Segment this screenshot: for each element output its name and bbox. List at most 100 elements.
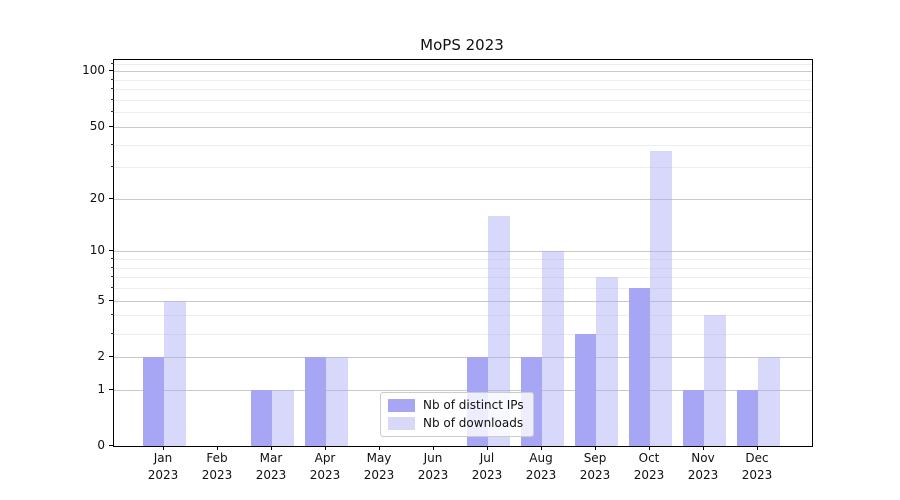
x-tick-month: May [366,451,392,465]
x-tick-label-may: May 2023 [349,450,409,484]
legend: Nb of distinct IPs Nb of downloads [380,392,534,437]
x-tick-year: 2023 [579,468,611,482]
minor-gridline [114,267,812,269]
x-tick-mark [541,446,542,450]
minor-gridline [114,333,812,335]
minor-gridline [114,63,812,65]
major-gridline [114,356,812,358]
y-tick-mark [109,197,114,199]
major-gridline [114,198,812,200]
minor-gridline [114,89,812,91]
y-minor-tick-mark [111,78,114,80]
x-tick-month: Mar [259,451,283,465]
bar-downloads-mar [272,389,294,446]
y-tick-label: 10 [89,243,105,258]
legend-swatch [388,399,415,412]
x-tick-mark [163,446,164,450]
y-minor-tick-mark [111,314,114,316]
x-tick-mark [433,446,434,450]
legend-item: Nb of downloads [388,416,524,431]
x-tick-month: Feb [206,451,228,465]
minor-gridline [114,79,812,81]
x-tick-month: Sep [583,451,607,465]
bar-ips-jan [142,356,164,446]
major-gridline [114,251,812,253]
minor-gridline [114,112,812,114]
major-gridline [114,71,812,73]
legend-swatch [388,417,415,430]
x-tick-month: Jul [479,451,495,465]
y-minor-tick-mark [111,99,114,100]
x-tick-month: Jun [423,451,443,465]
x-tick-label-jun: Jun 2023 [403,450,463,484]
x-tick-mark [703,446,704,450]
minor-gridline [114,288,812,290]
x-tick-month: Aug [529,451,553,465]
y-minor-tick-mark [111,143,114,145]
y-tick-label: 20 [89,190,105,205]
x-tick-month: Nov [691,451,715,465]
x-tick-month: Jan [153,451,173,465]
x-tick-year: 2023 [417,468,449,482]
major-gridline [114,126,812,128]
x-tick-year: 2023 [201,468,233,482]
bar-downloads-jan [164,300,186,446]
y-minor-tick-mark [111,266,114,268]
x-tick-label-feb: Feb 2023 [187,450,247,484]
x-tick-label-jul: Jul 2023 [457,450,517,484]
chart-title: MoPS 2023 [420,36,504,54]
bar-downloads-nov [704,315,726,446]
x-tick-mark [217,446,218,450]
x-tick-mark [757,446,758,450]
x-tick-mark [379,446,380,450]
x-tick-year: 2023 [741,468,773,482]
y-minor-tick-mark [111,111,114,113]
x-tick-year: 2023 [633,468,665,482]
x-tick-year: 2023 [309,468,341,482]
y-tick-mark [109,70,114,72]
x-tick-mark [271,446,272,450]
y-minor-tick-mark [111,332,114,334]
x-tick-label-oct: Oct 2023 [619,450,679,484]
bar-ips-oct [628,288,650,446]
x-tick-label-sep: Sep 2023 [565,450,625,484]
bar-ips-sep [574,333,596,446]
legend-label: Nb of distinct IPs [423,398,524,412]
major-gridline [114,300,812,302]
x-tick-year: 2023 [363,468,395,482]
minor-gridline [114,144,812,146]
y-tick-label: 0 [97,438,105,452]
y-minor-tick-mark [111,62,114,64]
plot-area: Nb of distinct IPs Nb of downloads [113,59,813,447]
x-tick-year: 2023 [471,468,503,482]
y-tick-mark [109,355,114,357]
minor-gridline [114,277,812,279]
y-tick-label: 1 [97,381,105,396]
x-tick-month: Oct [638,451,660,465]
x-tick-label-apr: Apr 2023 [295,450,355,484]
bar-downloads-oct [650,150,672,446]
x-tick-month: Dec [745,451,769,465]
y-tick-label: 2 [97,348,105,363]
minor-gridline [114,100,812,101]
bar-downloads-apr [326,356,348,446]
legend-label: Nb of downloads [423,416,524,430]
bar-ips-apr [304,356,326,446]
x-tick-year: 2023 [525,468,557,482]
minor-gridline [114,315,812,317]
y-tick-mark [109,250,114,252]
y-minor-tick-mark [111,287,114,289]
minor-gridline [114,259,812,261]
bar-ips-dec [736,389,758,446]
bar-ips-nov [682,389,704,446]
x-tick-year: 2023 [687,468,719,482]
major-gridline [114,389,812,391]
x-tick-mark [649,446,650,450]
x-tick-label-aug: Aug 2023 [511,450,571,484]
y-minor-tick-mark [111,276,114,278]
y-tick-mark [109,125,114,127]
x-tick-label-mar: Mar 2023 [241,450,301,484]
y-tick-label: 50 [89,118,105,133]
y-minor-tick-mark [111,258,114,260]
